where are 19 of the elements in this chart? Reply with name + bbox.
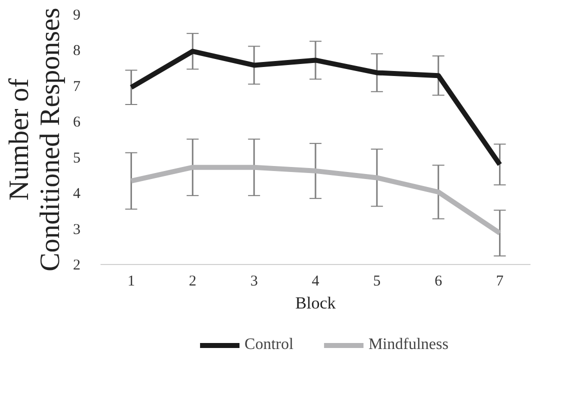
x-tick-label: 2 bbox=[188, 274, 196, 290]
x-tick-label: 4 bbox=[312, 274, 320, 290]
legend-label: Control bbox=[244, 336, 294, 354]
y-tick-label: 5 bbox=[73, 150, 80, 166]
y-tick-label: 4 bbox=[73, 186, 81, 202]
x-axis-title: Block bbox=[295, 294, 336, 312]
legend-label: Mindfulness bbox=[368, 336, 448, 354]
x-tick-label: 7 bbox=[496, 274, 504, 290]
x-tick-label: 1 bbox=[127, 274, 135, 290]
y-tick-label: 6 bbox=[73, 114, 81, 131]
y-axis-title: Number of Conditioned Responses bbox=[4, 8, 66, 272]
y-tick-label: 3 bbox=[73, 222, 80, 238]
x-tick-label: 3 bbox=[250, 274, 258, 290]
y-tick-label: 7 bbox=[73, 78, 81, 95]
x-tick-label: 5 bbox=[373, 274, 381, 290]
y-tick-label: 2 bbox=[73, 258, 80, 274]
y-tick-label: 9 bbox=[73, 8, 80, 24]
x-tick-label: 6 bbox=[434, 274, 443, 290]
y-tick-label: 8 bbox=[73, 43, 80, 60]
